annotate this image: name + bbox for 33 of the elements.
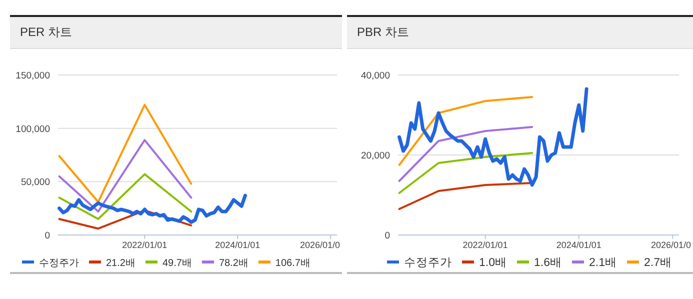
line-series bbox=[398, 96, 534, 166]
y-tick-label: 150,000 bbox=[16, 70, 50, 82]
legend-label: 1.0배 bbox=[479, 257, 507, 269]
chart-title: PER 차트 bbox=[10, 15, 342, 49]
y-tick-label: 0 bbox=[44, 230, 50, 242]
legend-label: 1.6배 bbox=[534, 257, 562, 269]
legend-label: 2.1배 bbox=[589, 257, 617, 269]
line-series bbox=[58, 194, 247, 224]
x-tick-label: 2024/01/01 bbox=[215, 240, 260, 250]
y-tick-label: 20,000 bbox=[360, 150, 390, 162]
line-series bbox=[58, 104, 192, 203]
y-tick-label: 0 bbox=[384, 230, 390, 242]
legend-label: 49.7배 bbox=[162, 258, 192, 269]
x-tick-label: 2026/01/0 bbox=[650, 240, 691, 250]
legend-label: 수정주가 bbox=[404, 257, 452, 269]
line-series bbox=[58, 173, 192, 220]
x-tick-label: 2026/01/0 bbox=[300, 240, 340, 250]
line-series bbox=[398, 87, 588, 187]
x-tick-label: 2022/01/01 bbox=[122, 240, 168, 250]
legend-label: 수정주가 bbox=[39, 258, 79, 269]
y-tick-label: 100,000 bbox=[16, 124, 50, 135]
legend-label: 21.2배 bbox=[106, 258, 136, 269]
x-tick-label: 2024/01/01 bbox=[556, 240, 602, 250]
line-series bbox=[58, 139, 192, 213]
y-tick-label: 50,000 bbox=[20, 177, 50, 188]
legend-label: 2.7배 bbox=[644, 257, 672, 269]
x-tick-label: 2022/01/01 bbox=[462, 240, 508, 250]
y-tick-label: 40,000 bbox=[360, 70, 390, 82]
line-series bbox=[398, 126, 534, 182]
chart-title: PBR 차트 bbox=[347, 15, 693, 49]
legend-label: 106.7배 bbox=[275, 258, 310, 269]
legend-label: 78.2배 bbox=[218, 258, 248, 269]
line-series bbox=[398, 152, 534, 194]
